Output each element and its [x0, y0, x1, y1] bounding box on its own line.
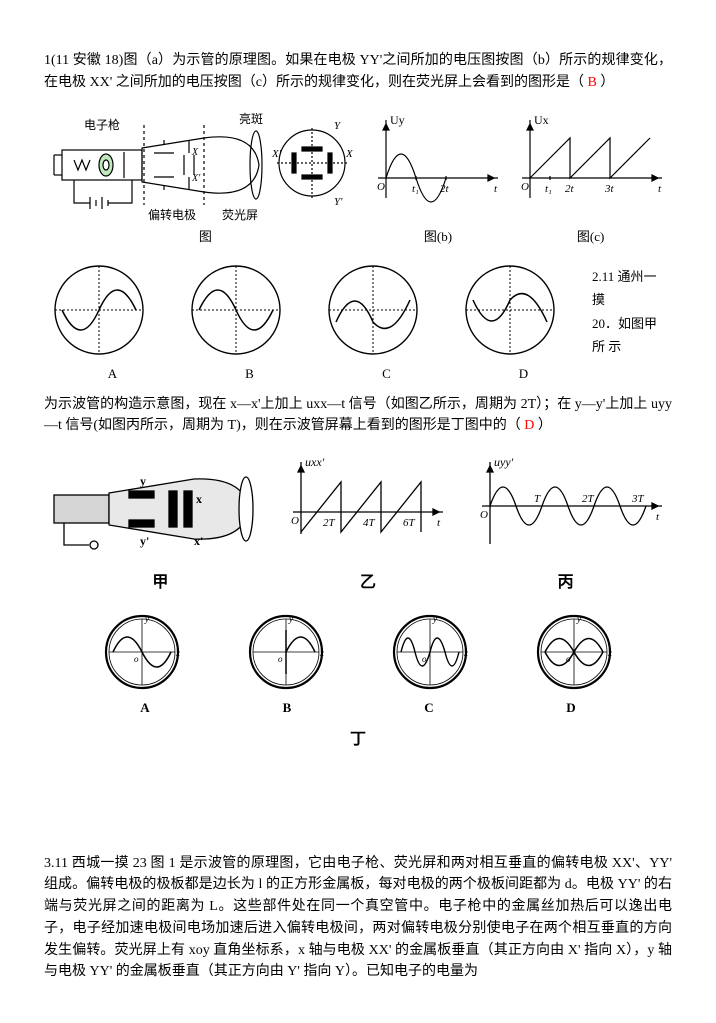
- graph-c-t1: t₁: [545, 183, 552, 195]
- q2-crt-y: y: [140, 474, 146, 488]
- q1-options-row: 2.11 通州一 摸 20．如图甲 所 示: [44, 262, 672, 362]
- crt-Yp: Y': [334, 196, 343, 208]
- q2-fig-labels: 甲 乙 丙: [44, 571, 672, 596]
- q2-opt-D: x y o: [529, 610, 619, 696]
- crt-Y: Y: [334, 120, 342, 132]
- q1-optlabel-C: C: [318, 364, 455, 384]
- q2-yi-t3: 6T: [403, 517, 416, 529]
- q1-opt-B: [181, 262, 291, 362]
- q2-side-note: 2.11 通州一 摸 20．如图甲 所 示: [592, 265, 672, 359]
- q1-answer: B: [587, 75, 596, 90]
- q1-figure-row: 电子枪 亮斑 偏转电极 荧光屏 Y Y' X X' X X' Uy O t₁ 2…: [44, 105, 672, 225]
- graph-c-t2: 2t: [565, 183, 575, 195]
- svg-text:y: y: [576, 614, 581, 624]
- svg-text:o: o: [566, 654, 571, 664]
- label-screen: 荧光屏: [222, 208, 258, 222]
- q1-optlabel-D: D: [455, 364, 592, 384]
- q2-stem-text: 为示波管的构造示意图，现在 x—x'上加上 uxx—t 信号（如图乙所示，周期为…: [44, 397, 672, 434]
- graph-c: Ux O t₁ 2t 3t t: [512, 110, 672, 220]
- q2-bing-ylabel: uyy': [494, 455, 514, 469]
- label-electron-gun: 电子枪: [84, 117, 120, 132]
- q2-optlabel-C: C: [358, 698, 500, 718]
- label-bright-spot: 亮斑: [239, 111, 263, 126]
- q1-opt-D: [455, 262, 565, 362]
- q2-crt-xp: x': [194, 534, 203, 548]
- q2-yi-axis: t: [437, 517, 441, 529]
- graph-b-O: O: [377, 181, 385, 193]
- q1-opt-labels: A B C D: [44, 364, 672, 384]
- q2-answer: D: [524, 418, 534, 433]
- q2-crt-yp: y': [140, 534, 149, 548]
- graph-b: Uy O t₁ 2t t: [368, 110, 508, 220]
- q2-bing-label: 丙: [466, 571, 666, 596]
- q2-optlabel-B: B: [216, 698, 358, 718]
- q2-ding-label: 丁: [44, 728, 672, 753]
- q1-fig-labels: 图 图(b) 图(c): [44, 227, 672, 247]
- fig-a-label: 图: [45, 227, 365, 247]
- q2-side-line2: 20．如图甲 所 示: [592, 312, 672, 359]
- svg-text:x: x: [607, 648, 612, 658]
- q3-stem: 3.11 西城一摸 23 图 1 是示波管的原理图，它由电子枪、荧光屏和两对相互…: [44, 853, 672, 983]
- q2-yi-t1: 2T: [323, 517, 336, 529]
- svg-text:X': X': [191, 173, 201, 184]
- q2-crt-x: x: [196, 492, 202, 506]
- svg-text:x: x: [463, 648, 468, 658]
- graph-b-axis: t: [494, 183, 498, 195]
- q3-stem-text: 3.11 西城一摸 23 图 1 是示波管的原理图，它由电子枪、荧光屏和两对相互…: [44, 856, 672, 979]
- q2-bing-O: O: [480, 509, 488, 521]
- q2-yi-O: O: [291, 515, 299, 527]
- q2-options-row: x y o x y o x y o x y o: [44, 610, 672, 696]
- graph-b-ylabel: Uy: [390, 113, 405, 127]
- q2-bing-axis: t: [656, 511, 660, 523]
- graph-c-axis: t: [658, 183, 662, 195]
- fig-b-label: 图(b): [368, 227, 508, 247]
- q1-opt-A: [44, 262, 154, 362]
- q2-opt-B: x y o: [241, 610, 331, 696]
- q2-bing-graph: uyy' O T 2T 3T t: [472, 454, 672, 564]
- q2-optlabel-A: A: [74, 698, 216, 718]
- q2-yi-t2: 4T: [363, 517, 376, 529]
- svg-text:y: y: [288, 614, 293, 624]
- svg-text:o: o: [278, 654, 283, 664]
- q1-opt-C: [318, 262, 428, 362]
- svg-text:x: x: [175, 648, 180, 658]
- q2-jia-label: 甲: [50, 571, 270, 596]
- q1-stem-text: 1(11 安徽 18)图（a）为示管的原理图。如果在电极 YY'之间所加的电压图…: [44, 53, 672, 90]
- q2-yi-label: 乙: [283, 571, 453, 596]
- svg-text:y: y: [144, 614, 149, 624]
- label-deflection: 偏转电极: [148, 207, 196, 222]
- fig-c-label: 图(c): [511, 227, 671, 247]
- q2-opt-A: x y o: [97, 610, 187, 696]
- q2-optlabel-D: D: [500, 698, 642, 718]
- q2-stem: 为示波管的构造示意图，现在 x—x'上加上 uxx—t 信号（如图乙所示，周期为…: [44, 394, 672, 437]
- q2-opt-C: x y o: [385, 610, 475, 696]
- q2-figure-row: y y' x x' uxx' O 2T 4T 6T t uyy' O T 2T: [44, 449, 672, 569]
- crt-X: X: [345, 148, 354, 160]
- q2-yi-ylabel: uxx': [305, 455, 325, 469]
- q2-yi-graph: uxx' O 2T 4T 6T t: [283, 454, 453, 564]
- graph-b-t1: t₁: [412, 183, 419, 195]
- graph-c-O: O: [521, 181, 529, 193]
- crt-Xp: X': [271, 148, 282, 160]
- svg-text:X: X: [191, 147, 199, 158]
- q2-bing-t2: 2T: [582, 493, 595, 505]
- q1-close: ）: [600, 75, 614, 90]
- q2-bing-t3: 3T: [631, 493, 645, 505]
- crt-diagram: 电子枪 亮斑 偏转电极 荧光屏 Y Y' X X' X X': [44, 105, 364, 225]
- svg-text:x: x: [319, 648, 324, 658]
- q2-side-header: 2.11 通州一 摸: [592, 265, 672, 312]
- svg-text:y: y: [432, 614, 437, 624]
- graph-c-t3: 3t: [604, 183, 615, 195]
- q2-opt-labels: A B C D: [44, 698, 672, 718]
- svg-text:o: o: [134, 654, 139, 664]
- q2-bing-t1: T: [534, 493, 541, 505]
- q1-stem: 1(11 安徽 18)图（a）为示管的原理图。如果在电极 YY'之间所加的电压图…: [44, 50, 672, 93]
- q2-crt: y y' x x': [44, 449, 264, 569]
- q1-optlabel-B: B: [181, 364, 318, 384]
- q2-close: ）: [538, 418, 552, 433]
- graph-b-t2: 2t: [440, 183, 450, 195]
- graph-c-ylabel: Ux: [534, 113, 549, 127]
- q1-optlabel-A: A: [44, 364, 181, 384]
- svg-text:o: o: [422, 654, 427, 664]
